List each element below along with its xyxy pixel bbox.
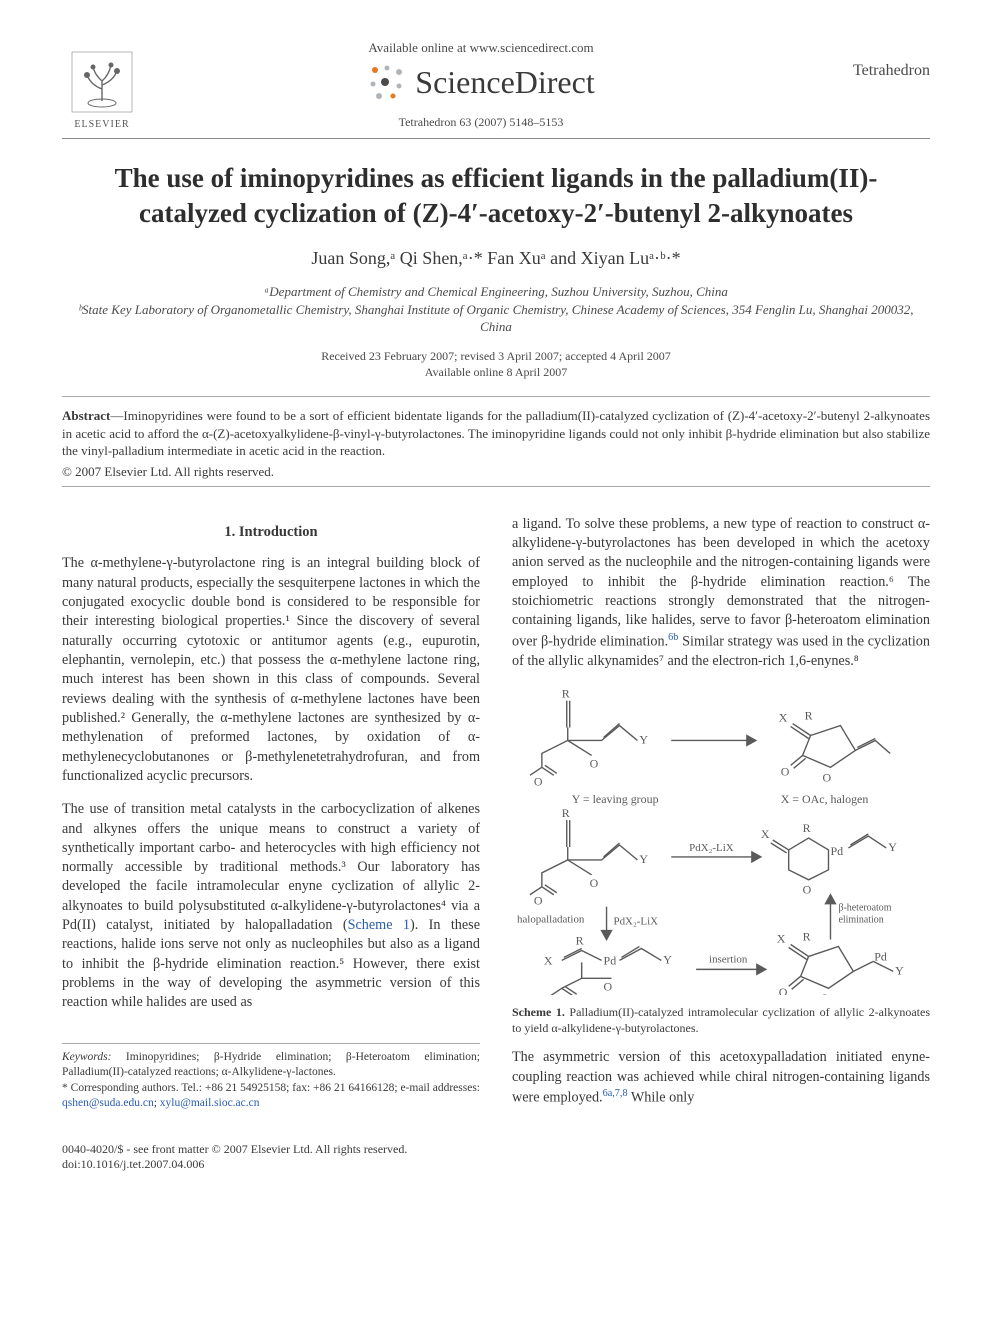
corr-label: * Corresponding authors. — [62, 1082, 181, 1094]
article-title: The use of iminopyridines as efficient l… — [72, 161, 920, 230]
email-2[interactable]: xylu@mail.sioc.ac.cn — [160, 1097, 260, 1109]
scheme-R-2: R — [805, 709, 813, 723]
elsevier-logo: ELSEVIER — [62, 40, 142, 130]
abstract-block: Abstract—Iminopyridines were found to be… — [62, 407, 930, 460]
ref-tail-link[interactable]: 6a,7,8 — [603, 1088, 628, 1099]
received-date: Received 23 February 2007; revised 3 Apr… — [62, 348, 930, 364]
scheme-halopallad-label: halopalladation — [517, 914, 585, 926]
scheme-X-1: X — [779, 711, 788, 725]
right-column: a ligand. To solve these problems, a new… — [512, 515, 930, 1122]
sciencedirect-name: ScienceDirect — [415, 64, 594, 101]
intro-para-4: The asymmetric version of this acetoxypa… — [512, 1048, 930, 1108]
ref-6b-link[interactable]: 6b — [668, 632, 678, 643]
scheme-Y-legend: Y = leaving group — [572, 792, 659, 806]
scheme-Pd-1: Pd — [830, 844, 843, 858]
scheme-1-figure: R O Y O — [512, 685, 930, 1037]
elsevier-tree-icon — [71, 51, 133, 117]
corresponding-line: * Corresponding authors. Tel.: +86 21 54… — [62, 1081, 480, 1112]
scheme-Y-5: Y — [895, 963, 904, 977]
corr-text: Tel.: +86 21 54925158; fax: +86 21 64166… — [181, 1082, 480, 1094]
scheme-R-1: R — [562, 687, 570, 701]
scheme-elim-label-2: elimination — [838, 915, 883, 926]
online-date: Available online 8 April 2007 — [62, 364, 930, 380]
page-container: ELSEVIER Available online at www.science… — [0, 0, 992, 1202]
intro-para-2: The use of transition metal catalysts in… — [62, 800, 480, 1012]
journal-name: Tetrahedron — [820, 62, 930, 80]
sciencedirect-icon — [367, 62, 407, 102]
intro-p2-a: The use of transition metal catalysts in… — [62, 801, 480, 933]
affiliation-b: ᵇState Key Laboratory of Organometallic … — [62, 301, 930, 336]
scheme-O-3: O — [823, 770, 832, 784]
keywords-text: Iminopyridines; β-Hydride elimination; β… — [62, 1051, 480, 1079]
scheme-reagent-1: PdX₂-LiX — [689, 842, 734, 854]
scheme-R-6: R — [803, 930, 811, 944]
footnotes-block: Keywords: Iminopyridines; β-Hydride elim… — [62, 1043, 480, 1112]
abstract-copyright: © 2007 Elsevier Ltd. All rights reserved… — [62, 464, 930, 480]
scheme-Pd-3: Pd — [874, 949, 887, 963]
authors-line: Juan Song,ᵃ Qi Shen,ᵃ·* Fan Xuᵃ and Xiya… — [62, 248, 930, 269]
scheme-Y-2: Y — [639, 852, 648, 866]
scheme-elim-label-1: β-heteroatom — [838, 903, 891, 914]
article-dates: Received 23 February 2007; revised 3 Apr… — [62, 348, 930, 380]
scheme-1-caption-text: Palladium(II)-catalyzed intramolecular c… — [512, 1005, 930, 1035]
scheme-Y-4: Y — [663, 952, 672, 966]
scheme-O-1: O — [534, 774, 543, 788]
keywords-label: Keywords: — [62, 1051, 111, 1063]
scheme-reagent-2: PdX₂-LiX — [614, 916, 659, 928]
abstract-bottom-rule — [62, 486, 930, 487]
scheme-1-svg: R O Y O — [512, 685, 930, 995]
scheme-O-7: O — [803, 883, 812, 897]
scheme-O-2: O — [590, 756, 599, 770]
page-footer: 0040-4020/$ - see front matter © 2007 El… — [62, 1142, 930, 1172]
scheme-1-caption: Scheme 1. Palladium(II)-catalyzed intram… — [512, 1005, 930, 1036]
affiliation-a: ᵃDepartment of Chemistry and Chemical En… — [62, 283, 930, 301]
scheme-O-9: O — [604, 979, 613, 993]
left-column: 1. Introduction The α-methylene-γ-butyro… — [62, 515, 480, 1122]
journal-reference: Tetrahedron 63 (2007) 5148–5153 — [142, 115, 820, 130]
scheme-O-11: O — [779, 985, 788, 995]
intro-p3-a: a ligand. To solve these problems, a new… — [512, 516, 930, 650]
abstract-label: Abstract — [62, 408, 110, 423]
scheme-R-4: R — [803, 821, 811, 835]
scheme1-link[interactable]: Scheme 1 — [348, 917, 410, 933]
sciencedirect-brand: ScienceDirect — [367, 62, 594, 102]
scheme-R-3: R — [562, 806, 570, 820]
scheme-X-legend: X = OAc, halogen — [781, 792, 869, 806]
affiliations: ᵃDepartment of Chemistry and Chemical En… — [62, 283, 930, 336]
scheme-O-5: O — [534, 894, 543, 908]
scheme-X-2: X — [761, 827, 770, 841]
scheme-O-4: O — [781, 764, 790, 778]
scheme-X-4: X — [777, 931, 786, 945]
scheme-insertion-label: insertion — [709, 953, 748, 965]
scheme-O-10: O — [821, 991, 830, 995]
scheme-O-6: O — [590, 876, 599, 890]
scheme-R-5: R — [576, 933, 584, 947]
footer-doi: doi:10.1016/j.tet.2007.04.006 — [62, 1157, 407, 1172]
scheme-Y-1: Y — [639, 732, 648, 746]
section-1-heading: 1. Introduction — [62, 523, 480, 543]
intro-p4-b: While only — [628, 1090, 695, 1106]
abstract-text: —Iminopyridines were found to be a sort … — [62, 408, 930, 458]
header-row: ELSEVIER Available online at www.science… — [62, 40, 930, 130]
scheme-Y-3: Y — [888, 840, 897, 854]
intro-para-3: a ligand. To solve these problems, a new… — [512, 515, 930, 671]
footer-copyright: 0040-4020/$ - see front matter © 2007 El… — [62, 1142, 407, 1157]
brand-block: Available online at www.sciencedirect.co… — [142, 40, 820, 130]
header-rule — [62, 138, 930, 139]
scheme-X-3: X — [544, 953, 553, 967]
intro-para-1: The α-methylene-γ-butyrolactone ring is … — [62, 554, 480, 786]
body-columns: 1. Introduction The α-methylene-γ-butyro… — [62, 515, 930, 1122]
elsevier-label: ELSEVIER — [74, 119, 129, 130]
keywords-line: Keywords: Iminopyridines; β-Hydride elim… — [62, 1050, 480, 1081]
intro-p4-a: The asymmetric version of this acetoxypa… — [512, 1049, 930, 1105]
email-1[interactable]: qshen@suda.edu.cn — [62, 1097, 154, 1109]
footer-left: 0040-4020/$ - see front matter © 2007 El… — [62, 1142, 407, 1172]
abstract-top-rule — [62, 396, 930, 397]
scheme-Pd-2: Pd — [604, 953, 617, 967]
scheme-1-label: Scheme 1. — [512, 1005, 565, 1019]
available-online-text: Available online at www.sciencedirect.co… — [142, 40, 820, 56]
